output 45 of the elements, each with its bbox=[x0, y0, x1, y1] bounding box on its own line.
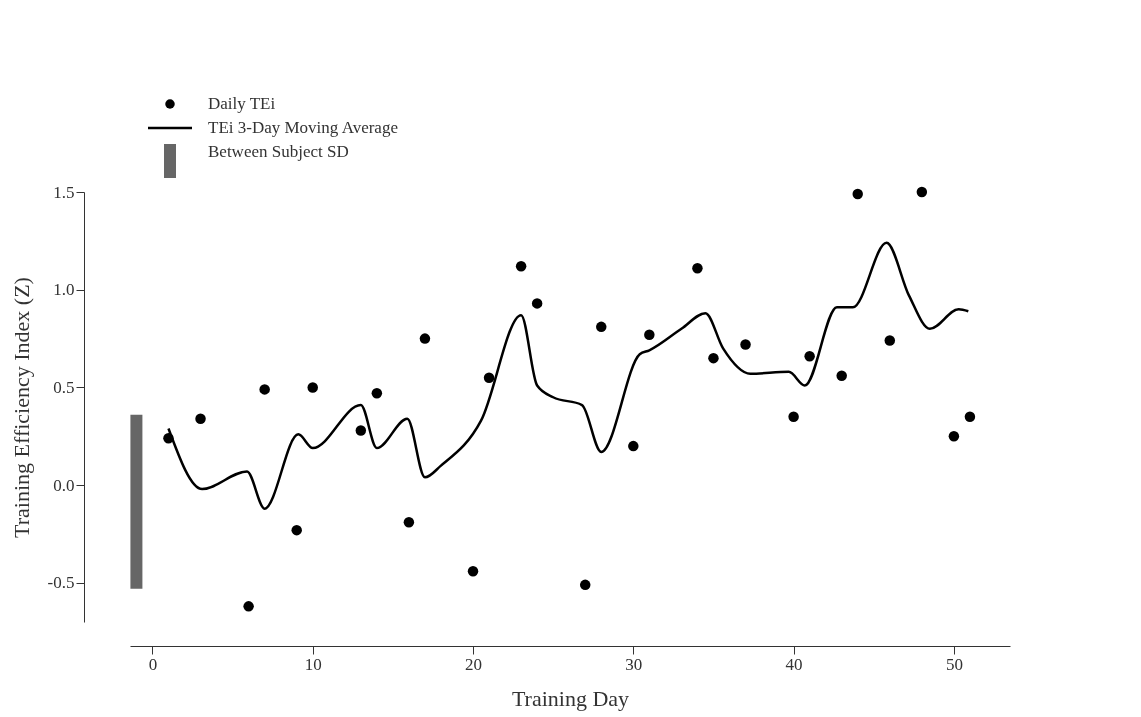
point bbox=[596, 321, 607, 333]
y-tick-label: -0.5 bbox=[47, 573, 75, 593]
point bbox=[467, 565, 479, 577]
y-tick-label: 1.0 bbox=[53, 280, 75, 300]
legend-label: Daily TEi bbox=[208, 94, 276, 113]
legend-label: TEi 3-Day Moving Average bbox=[208, 118, 398, 137]
point bbox=[788, 411, 799, 423]
point bbox=[515, 261, 527, 272]
y-axis-title: Training Efficiency Index (Z) bbox=[8, 277, 34, 538]
point bbox=[884, 335, 896, 346]
point bbox=[531, 298, 543, 309]
y-tick-label: 1.5 bbox=[53, 182, 75, 202]
x-tick-label: 10 bbox=[304, 654, 322, 674]
y-tick-label: 0.0 bbox=[53, 475, 75, 495]
point bbox=[804, 350, 815, 362]
point bbox=[579, 579, 591, 591]
x-tick-label: 40 bbox=[785, 654, 803, 674]
point bbox=[916, 186, 928, 198]
point bbox=[307, 382, 318, 393]
point bbox=[195, 413, 206, 424]
point bbox=[419, 333, 431, 344]
x-tick-label: 0 bbox=[148, 654, 158, 674]
x-tick-label: 50 bbox=[945, 654, 963, 674]
point bbox=[371, 388, 383, 399]
x-tick-label: 20 bbox=[465, 654, 483, 674]
x-axis-title: Training Day bbox=[511, 685, 630, 711]
point bbox=[964, 411, 976, 423]
point bbox=[948, 431, 960, 442]
point bbox=[836, 370, 847, 381]
x-tick-label: 30 bbox=[625, 654, 643, 674]
point bbox=[259, 384, 270, 395]
line-series bbox=[167, 241, 970, 510]
point bbox=[628, 440, 639, 452]
point bbox=[355, 425, 367, 436]
point bbox=[852, 188, 863, 200]
point bbox=[291, 524, 302, 536]
point bbox=[403, 517, 415, 528]
y-tick-label: 0.5 bbox=[53, 377, 75, 397]
legend-label: Between Subject SD bbox=[208, 142, 349, 161]
point bbox=[644, 329, 655, 340]
point bbox=[708, 352, 719, 364]
point bbox=[740, 339, 751, 350]
point bbox=[243, 601, 254, 612]
point bbox=[483, 372, 495, 383]
point bbox=[692, 262, 703, 274]
